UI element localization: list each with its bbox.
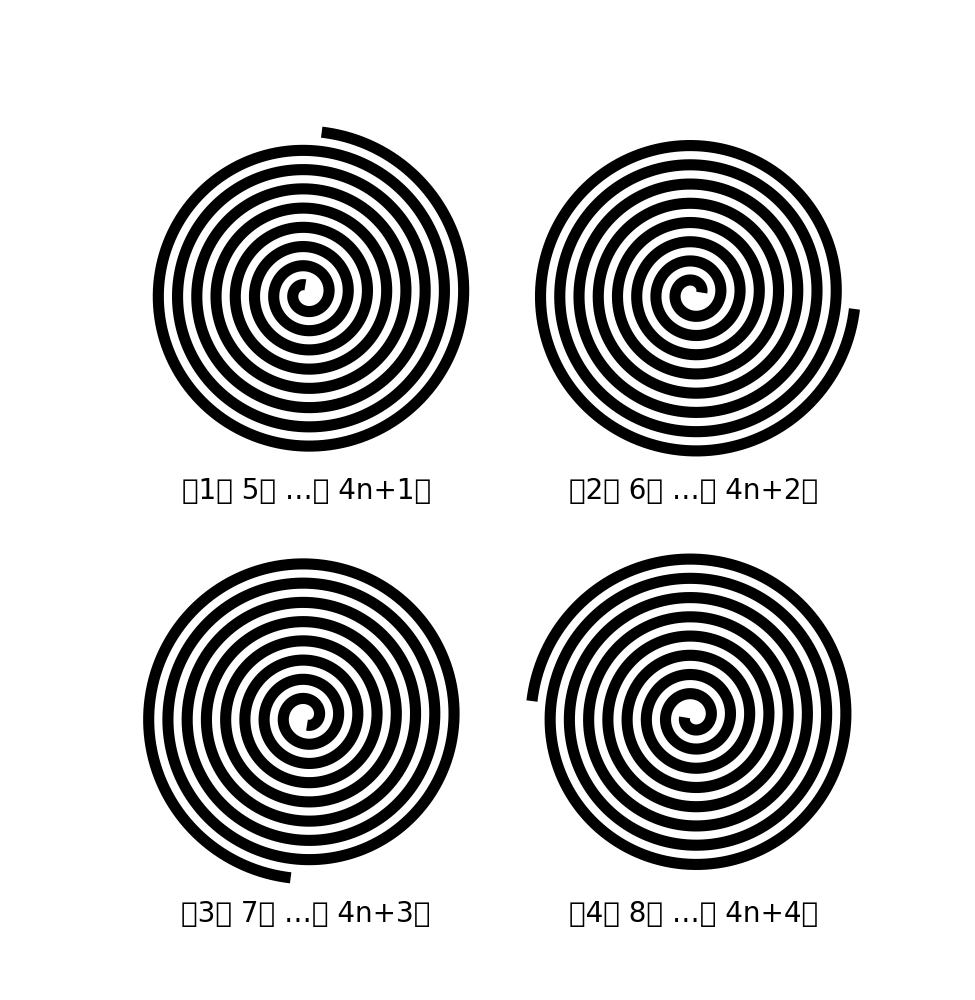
Text: 第3， 7， …， 4n+3层: 第3， 7， …， 4n+3层 <box>181 900 431 928</box>
Text: 第1， 5， …， 4n+1层: 第1， 5， …， 4n+1层 <box>181 477 431 505</box>
Text: 第2， 6， …， 4n+2层: 第2， 6， …， 4n+2层 <box>568 477 818 505</box>
Text: 第4， 8， …， 4n+4层: 第4， 8， …， 4n+4层 <box>568 900 818 928</box>
